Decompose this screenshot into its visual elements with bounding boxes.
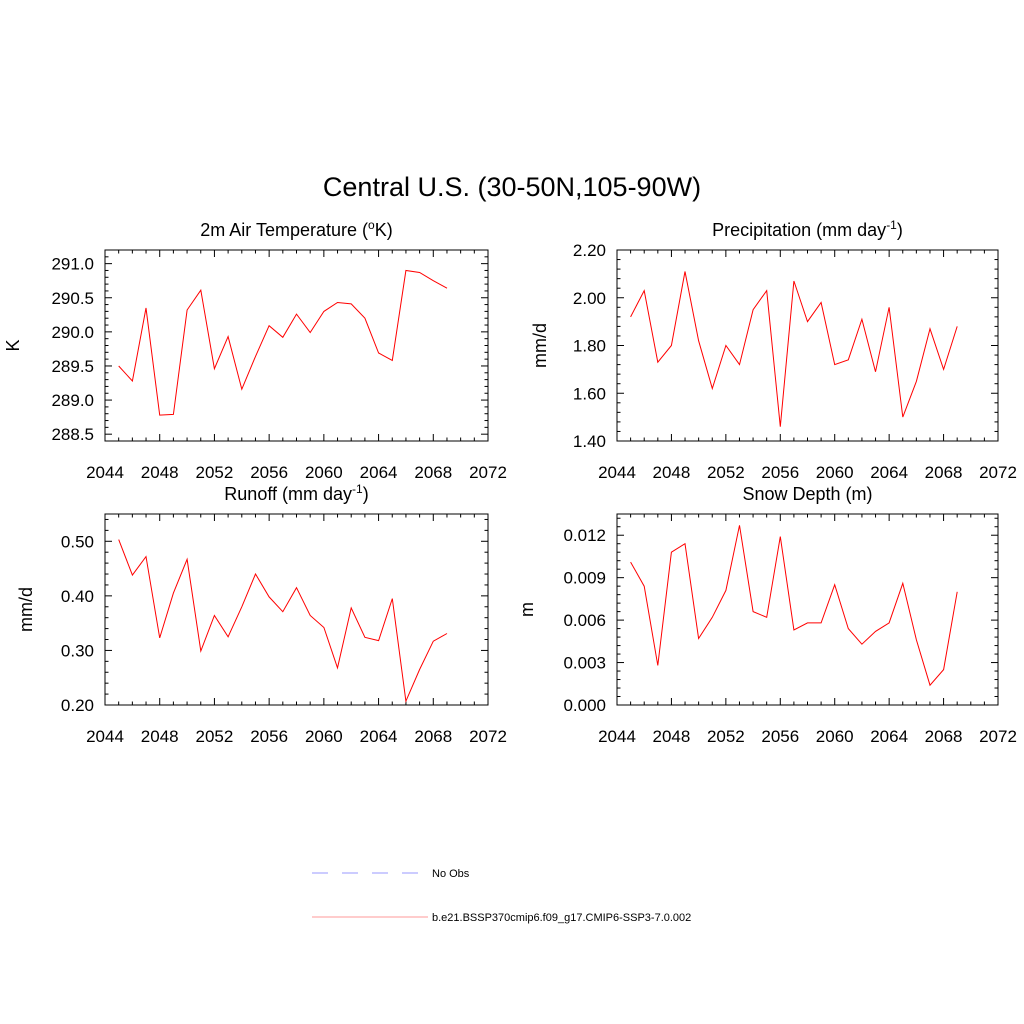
x-tick-label: 2064 (360, 463, 398, 482)
y-tick-label: 288.5 (51, 425, 94, 444)
y-tick-label: 2.20 (573, 241, 606, 260)
x-tick-label: 2072 (469, 727, 507, 746)
x-tick-label: 2056 (250, 727, 288, 746)
x-tick-label: 2072 (979, 463, 1017, 482)
y-tick-label: 0.20 (61, 696, 94, 715)
x-tick-label: 2052 (707, 727, 745, 746)
x-tick-label: 2060 (816, 463, 854, 482)
y-tick-label: 291.0 (51, 255, 94, 274)
panel-title-superscript: -1 (352, 482, 363, 496)
panel-title-main: Runoff (mm day (224, 484, 352, 504)
y-axis-label: mm/d (530, 323, 550, 368)
y-axis-label: K (3, 339, 23, 351)
x-tick-label: 2048 (141, 463, 179, 482)
series-line (118, 269, 448, 416)
y-tick-label: 2.00 (573, 289, 606, 308)
series-line (118, 539, 448, 704)
panel-title-main: Precipitation (mm day (712, 220, 886, 240)
panel-3: 2044 2048 2052 2056 2060 2064 2068 2072 0.20 0.30… (16, 482, 507, 746)
x-tick-label: 2044 (86, 463, 124, 482)
x-tick-label: 2048 (653, 463, 691, 482)
plot-frame (616, 249, 999, 442)
y-tick-label: 1.40 (573, 432, 606, 451)
panel-title-rest: ) (897, 220, 903, 240)
y-tick-label: 290.0 (51, 323, 94, 342)
panel-title: Snow Depth (m) (742, 484, 872, 504)
x-tick-label: 2068 (414, 463, 452, 482)
legend: No Obs b.e21.BSSP370cmip6.f09_g17.CMIP6-… (312, 868, 691, 924)
y-tick-label: 290.5 (51, 289, 94, 308)
x-tick-label: 2068 (414, 727, 452, 746)
panel-title: 2m Air Temperature (oK) (200, 218, 392, 240)
y-tick-label: 1.80 (573, 337, 606, 356)
panel-title-superscript: o (368, 218, 375, 232)
x-tick-label: 2052 (196, 463, 234, 482)
x-tick-label: 2044 (598, 463, 636, 482)
y-tick-label: 0.003 (563, 654, 606, 673)
x-tick-label: 2056 (250, 463, 288, 482)
x-tick-label: 2056 (761, 727, 799, 746)
y-tick-label: 1.60 (573, 384, 606, 403)
x-tick-label: 2068 (925, 463, 963, 482)
panel-title: Precipitation (mm day-1) (712, 218, 903, 240)
plot-frame (616, 513, 999, 706)
y-tick-label: 289.5 (51, 357, 94, 376)
x-tick-label: 2060 (305, 463, 343, 482)
x-tick-label: 2060 (816, 727, 854, 746)
panel-title: Runoff (mm day-1) (224, 482, 368, 504)
x-tick-label: 2068 (925, 727, 963, 746)
panel-1: 2044 2048 2052 2056 2060 2064 2068 2072 288.5 289… (3, 218, 507, 482)
series-line (630, 525, 958, 687)
legend-model-label: b.e21.BSSP370cmip6.f09_g17.CMIP6-SSP3-7.… (432, 912, 691, 924)
panel-2: 2044 2048 2052 2056 2060 2064 2068 2072 1.40 1.60… (530, 218, 1017, 482)
panel-4: 2044 2048 2052 2056 2060 2064 2068 2072 0.000 0.0… (517, 484, 1017, 746)
x-tick-label: 2048 (141, 727, 179, 746)
panel-title-rest: ) (363, 484, 369, 504)
x-tick-label: 2044 (598, 727, 636, 746)
x-tick-label: 2060 (305, 727, 343, 746)
x-tick-label: 2064 (870, 463, 908, 482)
panel-title-rest: K) (375, 220, 393, 240)
y-tick-label: 0.012 (563, 526, 606, 545)
panel-title-main: 2m Air Temperature ( (200, 220, 368, 240)
panel-title-main: Snow Depth (m) (742, 484, 872, 504)
legend-obs-label: No Obs (432, 868, 470, 880)
x-tick-label: 2056 (761, 463, 799, 482)
x-tick-label: 2048 (653, 727, 691, 746)
panel-title-superscript: -1 (886, 218, 897, 232)
plot-frame (104, 513, 489, 706)
y-tick-label: 0.50 (61, 532, 94, 551)
y-tick-label: 0.30 (61, 641, 94, 660)
y-tick-label: 0.40 (61, 587, 94, 606)
y-axis-label: mm/d (16, 587, 36, 632)
x-tick-label: 2064 (870, 727, 908, 746)
x-tick-label: 2052 (196, 727, 234, 746)
x-tick-label: 2064 (360, 727, 398, 746)
y-tick-label: 289.0 (51, 391, 94, 410)
x-tick-label: 2052 (707, 463, 745, 482)
y-axis-label: m (517, 602, 537, 617)
y-tick-label: 0.000 (563, 696, 606, 715)
y-tick-label: 0.009 (563, 569, 606, 588)
x-tick-label: 2072 (469, 463, 507, 482)
y-tick-label: 0.006 (563, 611, 606, 630)
figure-title: Central U.S. (30-50N,105-90W) (323, 172, 701, 202)
series-line (630, 271, 958, 427)
x-tick-label: 2044 (86, 727, 124, 746)
x-tick-label: 2072 (979, 727, 1017, 746)
